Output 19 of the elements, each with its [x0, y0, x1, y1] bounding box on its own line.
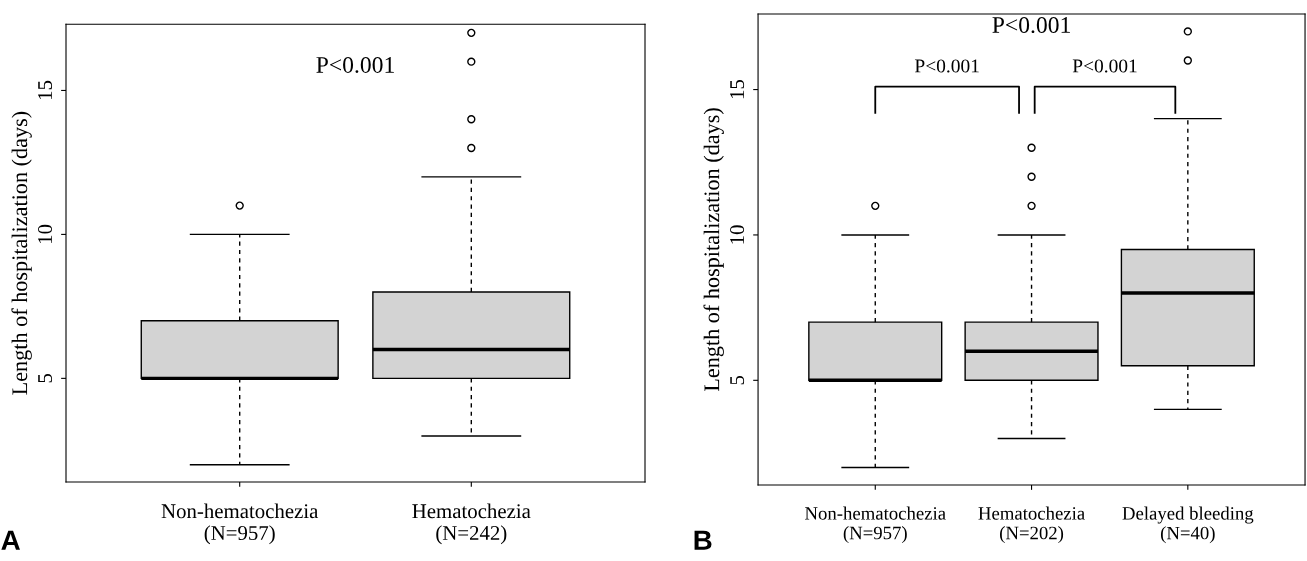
y-tick-label: 5	[38, 373, 53, 383]
x-tick-label: Non-hematochezia (N=957)	[161, 503, 319, 545]
annotation: P<0.001	[316, 56, 394, 73]
text: A	[1, 530, 20, 550]
annotation: P<0.001	[914, 59, 979, 73]
y-tick-label: 15	[730, 79, 745, 99]
y-tick-label: 15	[38, 80, 53, 100]
y-tick-label: 10	[730, 225, 745, 244]
x-tick-label: Hematochezia (N=242)	[412, 503, 531, 545]
y-axis-title: Length of hospitalization (days)	[11, 111, 32, 395]
x-tick-label: Non-hematochezia (N=957)	[805, 506, 946, 544]
y-tick-label: 10	[37, 224, 53, 243]
annotation: P<0.001	[992, 17, 1070, 34]
annotation: P<0.001	[1072, 59, 1137, 73]
x-tick-label: Delayed bleeding (N=40)	[1122, 506, 1254, 544]
y-axis-title: Length of hospitalization (days)	[703, 108, 724, 392]
y-tick-label: 5	[730, 375, 745, 385]
x-tick-label: Hematochezia (N=202)	[978, 506, 1085, 544]
text: B	[694, 530, 712, 550]
